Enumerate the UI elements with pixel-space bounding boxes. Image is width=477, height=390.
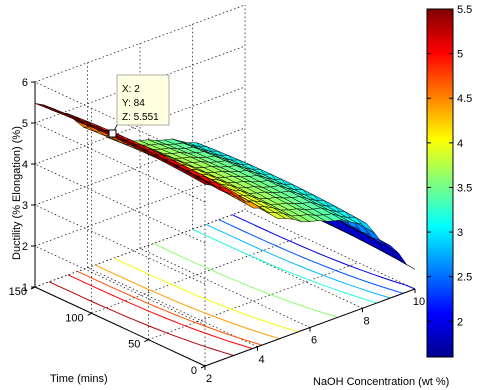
datatip-y: Y: 84: [122, 98, 145, 109]
grid-line: [34, 245, 206, 326]
contour-line: [231, 214, 416, 290]
x-tick-label: 6: [311, 335, 317, 347]
grid-line: [87, 267, 258, 348]
datatip-z: Z: 5.551: [122, 112, 159, 123]
z-axis-label: Ductility (% Elongation) (%): [11, 126, 23, 260]
contour-line: [218, 219, 404, 294]
y-axis-label: Time (mins): [50, 373, 108, 385]
colorbar-tick-label: 5: [457, 49, 463, 61]
contour-line: [77, 270, 263, 346]
colorbar-tick-label: 3: [457, 227, 463, 239]
z-tick-label: 5: [22, 118, 28, 130]
colorbar-tick-label: 2.5: [457, 272, 472, 284]
z-tick-label: 6: [22, 77, 28, 89]
y-tick-mark: [200, 365, 206, 369]
colorbar-tick-label: 4: [457, 138, 463, 150]
z-axis-ticks: 1 2 3 4 5 6: [22, 77, 35, 294]
contour-line: [113, 257, 299, 333]
grid-line: [139, 248, 311, 328]
grid-line: [34, 204, 206, 285]
datatip-box: [116, 74, 170, 126]
x-tick-label: 8: [363, 315, 369, 327]
grid-line: [34, 45, 246, 124]
colorbar-tick-label: 2: [457, 316, 463, 328]
grid-line: [244, 209, 416, 290]
x-tick-label: 10: [413, 296, 425, 308]
grid-line: [91, 236, 302, 314]
z-tick-label: 4: [22, 159, 28, 171]
surface-patch: [396, 258, 416, 270]
x-tick-label: 4: [258, 354, 264, 366]
colorbar-tick-label: 3.5: [457, 182, 472, 194]
y-tick-mark: [87, 312, 92, 316]
y-tick-label: 50: [128, 339, 140, 351]
y-tick-label: 150: [9, 286, 27, 298]
y-tick-label: 100: [65, 312, 83, 324]
colorbar: [426, 8, 454, 358]
x-axis-label: NaOH Concentration (wt %): [313, 376, 449, 388]
contour-line: [67, 274, 253, 350]
z-tick-label: 2: [22, 241, 28, 253]
grid-line: [148, 262, 359, 340]
contour-line: [205, 223, 391, 299]
x-axis-ticks: 2 4 6 8 10: [204, 289, 425, 385]
z-tick-label: 3: [22, 200, 28, 212]
colorbar-tick-label: 5.5: [457, 4, 472, 16]
grid-line: [34, 209, 246, 288]
y-tick-mark: [144, 339, 149, 343]
contour-line: [48, 281, 234, 356]
contour-line: [153, 243, 338, 318]
grid-line: [34, 168, 246, 247]
grid-line: [34, 86, 246, 165]
datatip[interactable]: X: 2 Y: 84 Z: 5.551: [108, 74, 170, 138]
contour-projection: [48, 214, 416, 356]
contour-line: [94, 264, 280, 340]
datatip-marker: [108, 129, 117, 138]
contour-line: [192, 228, 378, 304]
datatip-x: X: 2: [122, 84, 140, 95]
grid-line: [34, 127, 246, 206]
z-tick-label: 1: [22, 282, 28, 294]
grid-line: [34, 81, 206, 162]
grid-line: [34, 163, 206, 244]
colorbar-ticks: 5.5 5 4.5 4 3.5 3 2.5 2: [427, 4, 472, 328]
colorbar-tick-label: 4.5: [457, 93, 472, 105]
y-axis-ticks: 0 50 100 150: [9, 286, 206, 377]
grid-line: [34, 122, 206, 203]
y-axis-line: [34, 286, 206, 367]
x-tick-label: 2: [206, 373, 212, 385]
y-tick-label: 0: [191, 365, 197, 377]
grid-line: [34, 4, 246, 83]
